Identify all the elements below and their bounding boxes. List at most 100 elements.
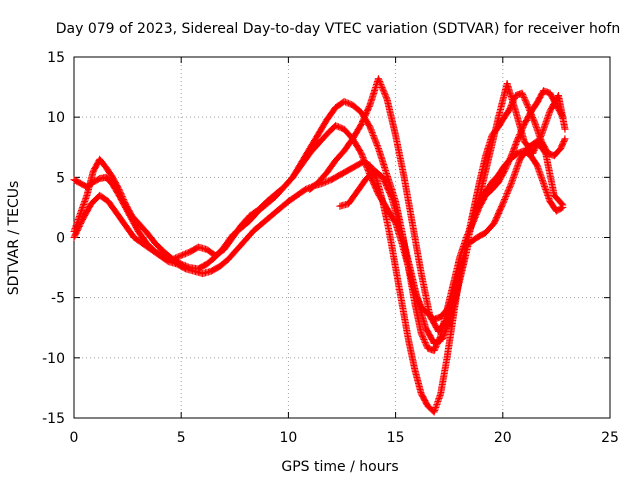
data-point <box>98 177 101 180</box>
data-point <box>433 342 435 345</box>
data-point <box>542 89 545 92</box>
data-point <box>244 239 247 241</box>
data-point <box>555 210 558 212</box>
data-point <box>124 224 127 227</box>
data-point <box>377 77 380 80</box>
data-point <box>141 242 144 245</box>
data-point <box>81 218 84 221</box>
x-tick-label: 10 <box>279 430 297 446</box>
data-point <box>433 349 435 352</box>
data-point <box>375 176 378 179</box>
data-point <box>309 147 311 150</box>
data-series <box>70 75 569 416</box>
data-point <box>373 169 375 171</box>
y-tick-label: -15 <box>42 411 65 427</box>
y-axis-label: SDTVAR / TECUs <box>6 181 22 296</box>
data-point <box>446 357 448 359</box>
data-point <box>540 134 543 137</box>
data-point <box>506 82 508 85</box>
data-point <box>497 181 500 183</box>
data-point <box>184 267 187 270</box>
x-tick-label: 20 <box>494 430 512 446</box>
data-point <box>377 147 380 150</box>
data-point <box>105 166 107 169</box>
data-point <box>227 258 230 260</box>
data-point <box>158 254 161 257</box>
data-point <box>386 174 388 176</box>
data-point <box>193 270 195 272</box>
data-point <box>536 140 538 143</box>
data-point <box>309 188 311 191</box>
data-point <box>79 182 82 185</box>
data-point <box>549 200 551 203</box>
data-point <box>154 242 157 245</box>
data-point <box>557 94 560 97</box>
data-point <box>401 302 403 305</box>
data-point <box>476 236 478 239</box>
data-point <box>491 188 493 191</box>
data-point <box>339 205 341 208</box>
data-point <box>90 203 92 205</box>
data-point <box>274 195 277 198</box>
data-point <box>369 104 371 106</box>
data-point <box>105 176 107 179</box>
data-point <box>491 181 493 183</box>
data-point <box>291 176 294 179</box>
data-point <box>437 330 440 333</box>
x-axis-label: GPS time / hours <box>281 459 398 475</box>
data-point <box>287 200 290 203</box>
data-point <box>532 152 534 155</box>
data-point <box>343 128 345 130</box>
data-point <box>489 152 491 155</box>
data-point <box>317 181 320 183</box>
data-point <box>86 194 88 197</box>
data-point <box>362 160 365 163</box>
data-point <box>484 231 487 234</box>
data-point <box>517 152 519 155</box>
data-point <box>206 248 208 251</box>
data-point <box>116 212 118 215</box>
data-point <box>131 215 133 217</box>
data-point <box>394 266 397 269</box>
data-point <box>388 230 390 233</box>
y-tick-label: 10 <box>47 110 65 126</box>
data-point <box>559 147 562 150</box>
data-point <box>364 178 367 181</box>
data-point <box>429 314 431 317</box>
data-point <box>347 203 350 205</box>
data-point <box>283 186 285 188</box>
data-point <box>137 222 140 224</box>
data-point <box>326 133 328 135</box>
data-point <box>514 110 517 112</box>
data-point <box>79 212 82 215</box>
data-point <box>249 219 251 222</box>
data-point <box>416 296 418 299</box>
data-point <box>210 270 213 272</box>
data-point <box>197 246 200 248</box>
data-point <box>452 282 455 285</box>
data-point <box>369 164 371 167</box>
data-point <box>356 190 358 193</box>
data-point <box>407 338 410 341</box>
data-point <box>351 104 354 106</box>
data-point <box>261 222 264 224</box>
data-point <box>73 236 75 239</box>
data-point <box>326 118 328 121</box>
data-point <box>426 347 429 350</box>
data-point <box>527 146 530 149</box>
data-point <box>493 222 496 224</box>
x-tick-label: 0 <box>70 430 79 446</box>
y-tick-label: -10 <box>42 351 65 367</box>
data-point <box>529 111 532 114</box>
data-point <box>270 215 273 217</box>
data-point <box>317 133 320 135</box>
data-point <box>439 316 442 318</box>
data-point <box>124 203 127 205</box>
data-point <box>399 224 401 227</box>
data-point <box>381 176 384 179</box>
data-point <box>407 260 410 263</box>
data-point <box>118 188 120 191</box>
y-tick-label: 15 <box>47 50 65 66</box>
data-point <box>214 255 217 258</box>
data-point <box>433 411 435 413</box>
